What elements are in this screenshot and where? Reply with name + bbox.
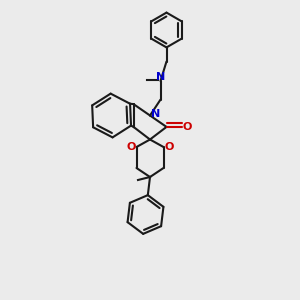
Text: O: O — [182, 122, 192, 132]
Text: O: O — [164, 142, 174, 152]
Text: N: N — [156, 71, 165, 82]
Text: N: N — [151, 109, 160, 119]
Text: O: O — [126, 142, 136, 152]
